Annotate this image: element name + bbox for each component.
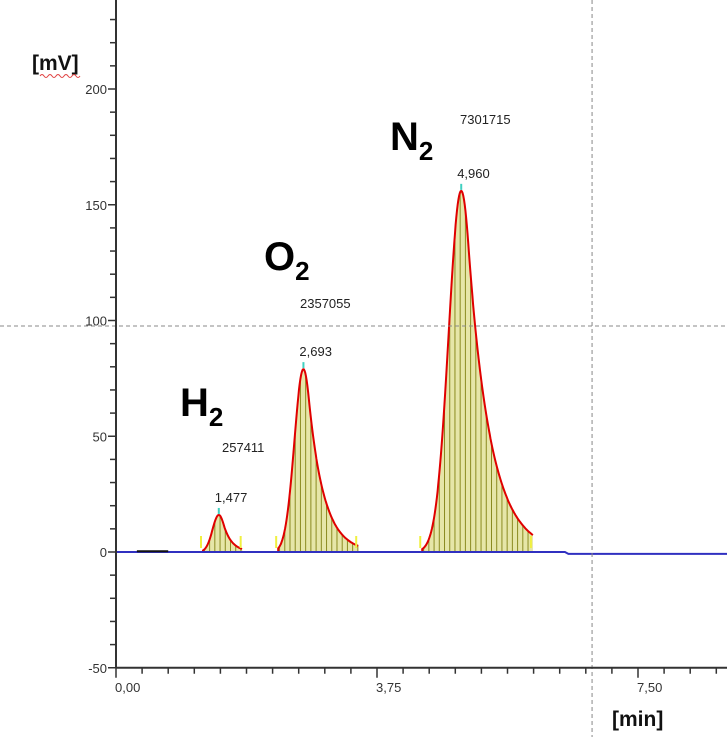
spellcheck-underline [39,74,81,78]
y-tick-label: 50 [93,429,107,444]
x-axis-label: [min] [612,708,663,731]
y-axis-label: [mV] [32,52,79,75]
compound-subscript: 2 [209,402,223,432]
peak-area-fill [203,515,243,552]
retention-time-label: 4,960 [457,166,490,181]
y-tick-label: -50 [88,661,107,676]
compound-symbol: N [390,115,419,159]
y-tick-label: 100 [85,314,107,329]
compound-symbol: O [264,235,295,279]
peak-area-label: 7301715 [460,112,511,127]
baseline-signal [116,551,727,555]
x-tick-label: 7,50 [637,680,662,695]
compound-label: N2 [390,115,433,166]
peak-area-label: 257411 [222,440,264,455]
compound-subscript: 2 [419,136,433,166]
retention-time-label: 2,693 [299,344,332,359]
peak-area-fill [278,369,359,552]
compound-label: H2 [180,381,223,432]
compound-subscript: 2 [295,256,309,286]
retention-time-label: 1,477 [215,490,248,505]
compound-label: O2 [264,235,310,286]
y-tick-label: 200 [85,82,107,97]
peak-signal-curve [421,189,534,553]
x-tick-label: 0,00 [115,680,140,695]
peak-area-label: 2357055 [300,296,351,311]
x-tick-label: 3,75 [376,680,401,695]
y-tick-label: 0 [100,545,107,560]
peak-signal-curve [277,368,359,553]
compound-symbol: H [180,381,209,425]
peak-signal-curve [202,513,243,552]
y-tick-label: 150 [85,198,107,213]
